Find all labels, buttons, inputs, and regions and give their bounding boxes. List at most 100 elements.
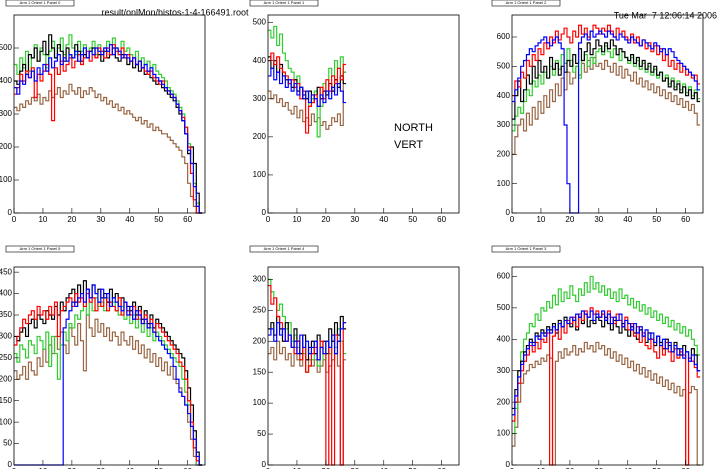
y-tick-label: 100 (253, 170, 267, 179)
x-tick-label: 10 (536, 467, 545, 469)
histogram-line (14, 83, 203, 214)
panel-title: Arm 1 Orient 1 Panel 0 (20, 0, 61, 5)
x-tick-label: 40 (125, 467, 134, 469)
title-box (491, 245, 561, 253)
histogram-line (512, 39, 701, 120)
x-tick-label: 30 (594, 215, 603, 224)
x-tick-label: 0 (12, 215, 17, 224)
y-tick-label: 300 (0, 332, 13, 341)
x-tick-label: 0 (510, 215, 515, 224)
y-tick-label: 100 (497, 179, 511, 188)
x-tick-label: 40 (623, 467, 632, 469)
y-tick-label: 0 (262, 208, 267, 217)
histogram-line (14, 44, 203, 214)
y-tick-label: 0 (8, 208, 13, 217)
x-tick-label: 40 (379, 215, 388, 224)
y-tick-label: 500 (497, 61, 511, 70)
x-tick-label: 60 (183, 215, 192, 224)
x-tick-label: 60 (437, 215, 446, 224)
title-box (491, 0, 561, 7)
y-tick-label: 0 (506, 208, 511, 217)
x-tick-label: 30 (96, 467, 105, 469)
histogram-line (512, 30, 701, 214)
y-tick-label: 500 (497, 303, 511, 312)
x-tick-label: 50 (154, 467, 163, 469)
y-tick-label: 100 (0, 175, 13, 184)
x-tick-label: 0 (266, 215, 271, 224)
label: VERT (394, 139, 423, 151)
y-tick-label: 50 (257, 429, 266, 438)
title-box (249, 245, 319, 253)
y-tick-label: 400 (0, 76, 13, 85)
y-tick-label: 600 (497, 272, 511, 281)
y-tick-label: 0 (8, 460, 13, 469)
y-tick-label: 250 (0, 353, 13, 362)
histogram-line (14, 292, 203, 466)
y-tick-label: 300 (253, 94, 267, 103)
x-tick-label: 30 (96, 215, 105, 224)
y-tick-label: 400 (497, 334, 511, 343)
y-tick-label: 500 (253, 18, 267, 27)
histogram-line (14, 297, 203, 466)
histogram-line (512, 56, 701, 155)
y-tick-label: 100 (0, 417, 13, 426)
histogram-line (14, 34, 203, 214)
y-tick-label: 200 (497, 149, 511, 158)
frame (267, 266, 460, 466)
histogram-line (268, 284, 347, 466)
x-tick-label: 50 (652, 467, 661, 469)
x-tick-label: 40 (623, 215, 632, 224)
histogram-line (268, 67, 347, 107)
x-tick-label: 60 (183, 467, 192, 469)
x-tick-label: 30 (594, 467, 603, 469)
histogram-line (512, 24, 701, 97)
title-box (5, 0, 75, 7)
histogram-line (512, 310, 701, 416)
x-tick-label: 50 (154, 215, 163, 224)
y-tick-label: 300 (497, 120, 511, 129)
frame (511, 14, 704, 214)
x-tick-label: 60 (437, 467, 446, 469)
y-tick-label: 200 (253, 132, 267, 141)
y-tick-label: 350 (0, 310, 13, 319)
histogram-line (512, 341, 701, 466)
histogram-line (512, 307, 701, 466)
x-tick-label: 0 (266, 467, 271, 469)
y-tick-label: 50 (3, 439, 12, 448)
histogram-line (14, 44, 203, 214)
y-tick-label: 400 (497, 91, 511, 100)
frame (13, 266, 206, 466)
y-tick-label: 200 (497, 397, 511, 406)
histogram-line (14, 284, 203, 466)
x-tick-label: 20 (321, 467, 330, 469)
histogram-line (268, 52, 347, 134)
x-tick-label: 50 (408, 215, 417, 224)
panel-title: Arm 1 Orient 1 Panel 5 (20, 246, 61, 251)
x-tick-label: 20 (565, 215, 574, 224)
y-tick-label: 300 (497, 366, 511, 375)
x-tick-label: 10 (536, 215, 545, 224)
title-box (5, 245, 75, 253)
title-box (249, 0, 319, 7)
y-tick-label: 600 (497, 32, 511, 41)
x-tick-label: 10 (292, 215, 301, 224)
x-tick-label: 0 (12, 467, 17, 469)
x-tick-label: 10 (38, 467, 47, 469)
y-tick-label: 0 (262, 460, 267, 469)
y-tick-label: 450 (0, 267, 13, 276)
y-tick-label: 150 (253, 367, 267, 376)
y-tick-label: 0 (506, 460, 511, 469)
panel-title: Arm 1 Orient 1 Panel 3 (506, 246, 547, 251)
x-tick-label: 30 (350, 467, 359, 469)
y-tick-label: 200 (0, 142, 13, 151)
x-tick-label: 60 (681, 215, 690, 224)
label: NORTH (394, 122, 433, 134)
x-tick-label: 40 (125, 215, 134, 224)
y-tick-label: 200 (253, 336, 267, 345)
histogram-line (268, 322, 347, 361)
x-tick-label: 20 (321, 215, 330, 224)
y-tick-label: 300 (253, 274, 267, 283)
y-tick-label: 150 (0, 396, 13, 405)
y-tick-label: 400 (253, 56, 267, 65)
